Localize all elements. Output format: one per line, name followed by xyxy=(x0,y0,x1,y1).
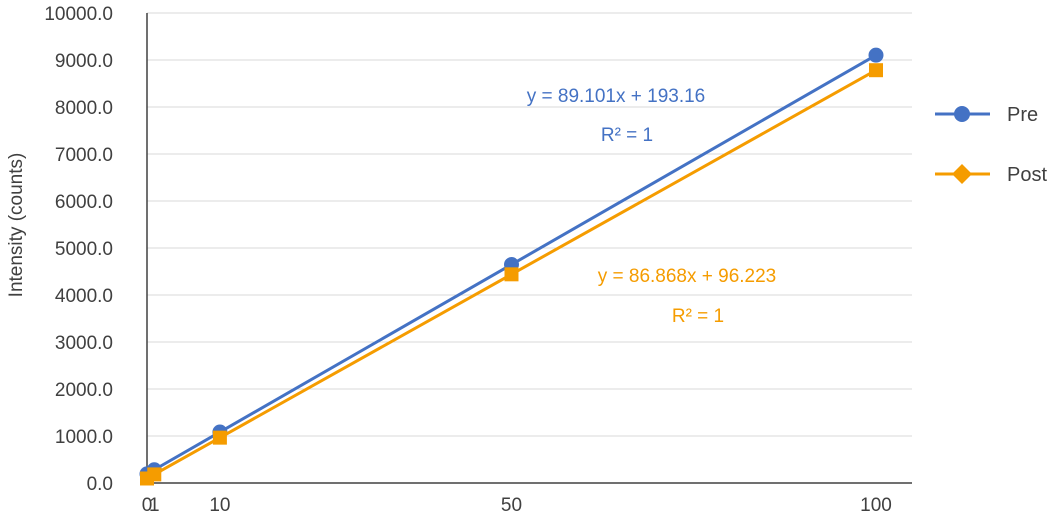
legend-label-pre: Pre xyxy=(1007,104,1038,126)
post-trendline-r2: R² = 1 xyxy=(672,306,724,327)
legend-label-post: Post xyxy=(1007,164,1047,186)
pre-trendline-equation: y = 89.101x + 193.16 xyxy=(527,86,706,107)
y-tick-labels: 0.0 1000.0 2000.0 3000.0 4000.0 5000.0 6000.0 7… xyxy=(44,4,113,495)
data-point-post xyxy=(147,467,162,482)
series-group xyxy=(139,47,884,486)
y-tick-label: 10000.0 xyxy=(44,4,113,25)
y-tick-label: 7000.0 xyxy=(55,145,113,166)
y-tick-label: 8000.0 xyxy=(55,98,113,119)
legend-item-pre: Pre xyxy=(935,104,1038,126)
pre-trendline-r2: R² = 1 xyxy=(601,125,653,146)
data-point-post xyxy=(504,267,519,282)
x-tick-label: 0 xyxy=(142,495,153,516)
y-tick-label: 4000.0 xyxy=(55,286,113,307)
y-tick-label: 5000.0 xyxy=(55,239,113,260)
legend-marker-post xyxy=(952,164,972,184)
post-trendline-equation: y = 86.868x + 96.223 xyxy=(598,266,777,287)
legend: Pre Post xyxy=(935,104,1047,186)
data-point-pre xyxy=(868,47,884,63)
y-axis-title: Intensity (counts) xyxy=(6,153,27,298)
series-pre xyxy=(139,47,884,482)
legend-marker-pre xyxy=(954,106,970,122)
data-point-post xyxy=(212,430,227,445)
x-tick-label: 50 xyxy=(501,495,522,516)
y-tick-label: 3000.0 xyxy=(55,333,113,354)
x-tick-labels: 01 10 50 100 xyxy=(142,495,892,516)
legend-item-post: Post xyxy=(935,164,1047,186)
x-tick-label: 1 xyxy=(149,495,160,516)
data-point-post xyxy=(869,63,883,78)
y-tick-label: 1000.0 xyxy=(55,427,113,448)
gridlines xyxy=(147,12,912,437)
x-tick-label: 100 xyxy=(860,495,892,516)
y-tick-label: 6000.0 xyxy=(55,192,113,213)
axes xyxy=(146,13,912,484)
y-tick-label: 2000.0 xyxy=(55,380,113,401)
y-tick-label: 0.0 xyxy=(87,474,113,495)
trendline-annotations: y = 89.101x + 193.16 R² = 1 y = 86.868x … xyxy=(527,86,777,327)
x-tick-label: 10 xyxy=(209,495,230,516)
y-tick-label: 9000.0 xyxy=(55,51,113,72)
series-post xyxy=(140,63,883,486)
